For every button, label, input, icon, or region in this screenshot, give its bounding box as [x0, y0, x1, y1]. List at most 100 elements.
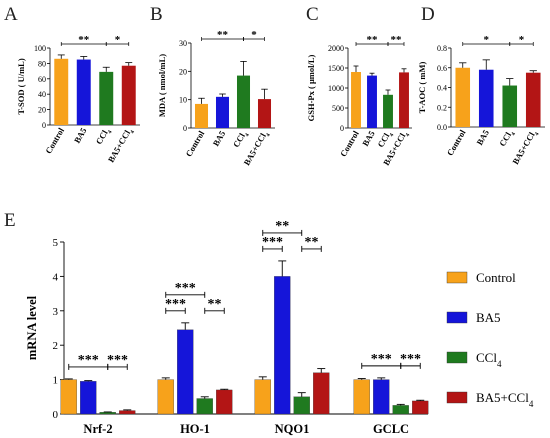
- y-tick-label: 0.6: [437, 64, 447, 73]
- category-label: BA5: [72, 126, 89, 145]
- bar-nrf-2-ba5: [80, 381, 97, 415]
- y-tick-label: 30: [179, 39, 187, 48]
- category-label: BA5: [474, 128, 491, 147]
- bar-ho-1-control: [157, 379, 174, 415]
- significance-label: ***: [400, 352, 421, 367]
- y-tick-label: 3: [53, 306, 59, 318]
- bar-control: [54, 58, 69, 125]
- bar-control: [194, 103, 209, 128]
- significance-label: **: [367, 34, 379, 46]
- y-tick-label: 0: [53, 409, 59, 421]
- bar-gclc-ba5-ccl4: [412, 400, 429, 415]
- legend: Control BA5 CCl4 BA5+CCl4: [446, 270, 534, 409]
- bar-ba5-ccl4: [121, 65, 136, 125]
- y-tick-label: 5: [53, 237, 59, 249]
- category-label: Nrf-2: [83, 422, 112, 436]
- category-label: BA5: [360, 129, 377, 148]
- bar-nqo1-ccl4: [293, 396, 310, 415]
- panel-letter-a: A: [4, 4, 18, 25]
- bar-ba5-ccl4: [525, 72, 541, 127]
- y-axis-label: mRNA level: [25, 295, 39, 360]
- bar-ba5: [478, 69, 494, 127]
- significance-label: ***: [78, 353, 99, 368]
- bar-control: [351, 72, 361, 128]
- significance-label: *: [484, 34, 490, 46]
- legend-swatch-ba5-ccl4: [446, 391, 468, 404]
- bar-nrf-2-ba5-ccl4: [119, 410, 136, 415]
- panel-letter-d: D: [421, 4, 435, 25]
- bar-ho-1-ba5: [177, 329, 194, 415]
- bar-ba5-ccl4: [257, 99, 272, 128]
- legend-swatch-ba5: [446, 311, 468, 324]
- significance-label: *: [251, 29, 257, 41]
- legend-label-ba5: BA5: [476, 310, 501, 325]
- y-tick-label: 1500: [328, 64, 344, 73]
- significance-label: ***: [165, 297, 186, 312]
- bar-ba5: [367, 75, 377, 128]
- y-tick-label: 20: [179, 67, 187, 76]
- bar-ccl4: [236, 75, 251, 128]
- y-tick-label: 0.4: [437, 84, 447, 93]
- significance-label: **: [275, 219, 289, 234]
- bar-gclc-ba5: [373, 379, 390, 415]
- category-label: CCl4: [94, 126, 114, 148]
- category-label: Control: [43, 125, 66, 155]
- category-label: HO-1: [180, 422, 210, 436]
- bar-ccl4: [502, 85, 518, 127]
- bar-ho-1-ccl4: [196, 398, 213, 415]
- y-tick-label: 1000: [328, 84, 344, 93]
- legend-label-ccl4: CCl4: [476, 350, 502, 369]
- significance-label: *: [519, 34, 525, 46]
- bar-ho-1-ba5-ccl4: [216, 389, 233, 415]
- y-tick-label: 20: [38, 106, 46, 115]
- y-tick-label: 500: [332, 104, 344, 113]
- legend-swatch-ccl4: [446, 351, 468, 364]
- bar-control: [455, 67, 471, 127]
- bar-ccl4: [383, 94, 393, 128]
- panel-letter-e: E: [4, 210, 16, 231]
- category-label: GCLC: [373, 422, 409, 436]
- category-label: CCl4: [231, 129, 251, 151]
- y-tick-label: 0.0: [437, 123, 447, 132]
- y-tick-label: 60: [38, 75, 46, 84]
- bar-ba5: [215, 96, 230, 128]
- legend-label-ba5-ccl4: BA5+CCl4: [476, 390, 534, 409]
- y-axis-label: GSH-Px ( μmol/L): [306, 54, 316, 121]
- bar-ba5-ccl4: [399, 72, 409, 128]
- category-label: Control: [445, 127, 468, 157]
- bar-nqo1-ba5: [274, 276, 291, 415]
- y-axis-label: T-SOD ( U/mL): [16, 58, 26, 115]
- y-tick-label: 0: [340, 124, 344, 133]
- y-tick-label: 40: [38, 90, 46, 99]
- legend-label-control: Control: [476, 270, 516, 285]
- bar-nqo1-ba5-ccl4: [313, 372, 330, 415]
- bar-gclc-ccl4: [392, 405, 409, 415]
- y-tick-label: 100: [34, 44, 46, 53]
- bar-nqo1-control: [254, 379, 271, 415]
- significance-label: **: [217, 29, 229, 41]
- significance-label: ***: [107, 353, 128, 368]
- significance-label: **: [391, 34, 403, 46]
- y-tick-label: 2000: [328, 44, 344, 53]
- significance-label: ***: [262, 235, 283, 250]
- y-tick-label: 0.2: [437, 103, 447, 112]
- y-tick-label: 0.8: [437, 44, 447, 53]
- category-label: NQO1: [275, 422, 310, 436]
- bar-ba5: [76, 59, 91, 125]
- bar-ccl4: [99, 71, 114, 125]
- y-axis-label: MDA ( nmol/mL): [157, 54, 167, 117]
- significance-label: **: [78, 34, 90, 46]
- legend-swatch-control: [446, 271, 468, 284]
- y-tick-label: 1: [53, 375, 59, 387]
- y-tick-label: 0: [42, 121, 46, 130]
- y-tick-label: 4: [53, 271, 59, 283]
- category-label: CCl4: [497, 128, 517, 150]
- significance-label: ***: [371, 352, 392, 367]
- y-tick-label: 2: [53, 340, 59, 352]
- bar-nrf-2-ccl4: [99, 412, 116, 415]
- significance-label: ***: [175, 281, 196, 296]
- significance-label: **: [305, 235, 319, 250]
- y-tick-label: 0: [183, 124, 187, 133]
- significance-label: *: [115, 34, 121, 46]
